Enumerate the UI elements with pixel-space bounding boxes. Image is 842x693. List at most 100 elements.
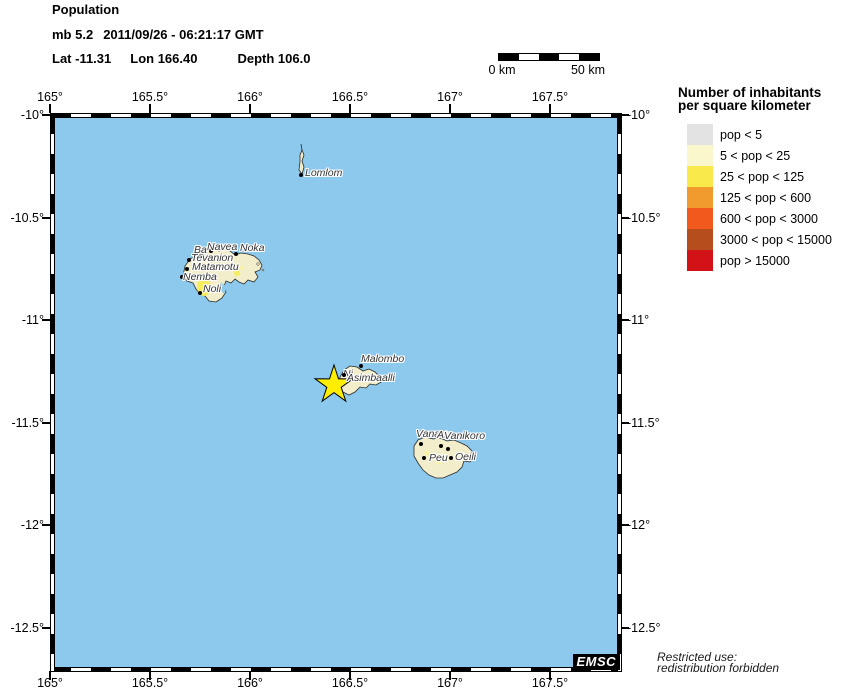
lon-tick-mark-top: [549, 104, 551, 113]
place-label-ata: Ata: [437, 429, 453, 441]
legend-item: pop < 5: [687, 124, 832, 145]
place-label-vanikoro: Vanikoro: [444, 430, 486, 442]
lon-tick-label-bottom: 167.5°: [531, 676, 569, 690]
lon-tick-label-bottom: 165.5°: [131, 676, 169, 690]
epicenter-star-icon: [313, 363, 355, 403]
place-label-vana: Vana: [416, 428, 441, 440]
lon-tick-label-top: 165°: [37, 90, 63, 104]
place-label-asimbaalli: Asimbaalli: [347, 372, 395, 384]
lon-tick-mark-bottom: [249, 671, 251, 680]
lat-tick-label-right: -10°: [627, 108, 651, 122]
lon-tick-label-bottom: 167°: [437, 676, 463, 690]
town-dot-noka: [234, 252, 238, 256]
lat-tick-label-left: -12°: [20, 518, 44, 532]
legend-swatch: [687, 166, 713, 187]
restricted-use-note: Restricted use: redistribution forbidden: [657, 651, 780, 675]
lat-tick-mark-left: [42, 422, 50, 424]
lon-tick-label-bottom: 165°: [37, 676, 63, 690]
lat-tick-mark-left: [42, 627, 50, 629]
lon-tick-label-top: 165.5°: [131, 90, 169, 104]
lon-tick-label-bottom: 166.5°: [331, 676, 369, 690]
town-dot-tevanion: [187, 258, 191, 262]
island-utupua: [338, 365, 382, 396]
place-label-lomlom: Lomlom: [305, 167, 343, 179]
lat-tick-mark-right: [621, 627, 629, 629]
lat-tick-label-left: -10.5°: [10, 211, 45, 225]
vanikoro-pop-patch2: [424, 450, 430, 456]
island-lomlom: [298, 148, 305, 175]
legend-item: 600 < pop < 3000: [687, 208, 832, 229]
lon-tick-mark-top: [449, 104, 451, 113]
legend-swatch: [687, 124, 713, 145]
lat-tick-mark-left: [42, 217, 50, 219]
town-dot-vanikoro: [439, 444, 443, 448]
place-label-ni: Ni: [343, 368, 353, 380]
lat-tick-mark-right: [621, 114, 629, 116]
town-dot-vana: [419, 442, 423, 446]
lat-tick-mark-left: [42, 114, 50, 116]
legend: pop < 5 5 < pop < 25 25 < pop < 125 125 < p…: [687, 124, 832, 271]
legend-title-line1: Number of inhabitants: [678, 85, 822, 100]
place-label-noli: Noli: [203, 283, 222, 295]
reef-islet: [261, 268, 265, 272]
map-frame-top: [50, 113, 622, 118]
town-dot-nemba: [180, 275, 184, 279]
legend-swatch: [687, 250, 713, 271]
nendo-pop-patch-e: [234, 270, 240, 276]
lat-tick-label-left: -11.5°: [11, 416, 44, 430]
legend-item-label: 25 < pop < 125: [720, 170, 805, 184]
place-label-peu: Peu: [429, 452, 448, 464]
legend-item-label: 600 < pop < 3000: [720, 212, 819, 226]
event-datetime: 2011/09/26 - 06:21:17 GMT: [103, 27, 264, 42]
event-latitude: Lat -11.31: [52, 51, 112, 66]
utupua-pop-patch: [354, 377, 360, 383]
lat-tick-mark-right: [621, 422, 629, 424]
place-label-navea: Navea: [207, 241, 238, 253]
place-label-oeili: Oeili: [455, 451, 477, 463]
town-dot-oeili: [449, 456, 453, 460]
town-dot-navea: [209, 249, 213, 253]
island-vanikoro: [413, 436, 475, 479]
lat-tick-label-right: -11°: [627, 313, 650, 327]
legend-item: 25 < pop < 125: [687, 166, 832, 187]
lat-tick-label-left: -10°: [20, 108, 44, 122]
lat-tick-mark-right: [621, 319, 629, 321]
place-label-tevanion: Tevanion: [191, 252, 234, 264]
legend-item: 5 < pop < 25: [687, 145, 832, 166]
page-title: Population: [52, 2, 120, 17]
legend-title-line2: per square kilometer: [678, 98, 811, 113]
town-dot-noli: [198, 291, 202, 295]
restricted-line2: redistribution forbidden: [657, 661, 780, 675]
place-label-nemba: Nemba: [183, 271, 217, 283]
lon-tick-mark-top: [49, 104, 51, 113]
lon-tick-mark-bottom: [49, 671, 51, 680]
legend-item: 125 < pop < 600: [687, 187, 832, 208]
legend-swatch: [687, 229, 713, 250]
legend-item: pop > 15000: [687, 250, 832, 271]
lon-tick-mark-bottom: [449, 671, 451, 680]
lat-tick-label-left: -12.5°: [10, 621, 45, 635]
lat-tick-label-right: -11.5°: [627, 416, 660, 430]
map-frame-right: [617, 113, 622, 672]
lon-tick-label-bottom: 166°: [237, 676, 263, 690]
place-label-matamotu: Matamotu: [192, 261, 239, 273]
lon-tick-mark-top: [349, 104, 351, 113]
legend-item-label: 5 < pop < 25: [720, 149, 791, 163]
lon-tick-label-top: 167.5°: [531, 90, 569, 104]
legend-swatch: [687, 145, 713, 166]
map-scale-bar: [498, 53, 600, 61]
lat-tick-mark-left: [42, 524, 50, 526]
legend-swatch: [687, 208, 713, 229]
event-depth: Depth 106.0: [237, 51, 311, 66]
legend-swatch: [687, 187, 713, 208]
lon-tick-mark-bottom: [349, 671, 351, 680]
town-dot-asimbaalli: [342, 373, 346, 377]
lat-tick-mark-right: [621, 524, 629, 526]
lon-tick-mark-top: [249, 104, 251, 113]
lon-tick-label-top: 166.5°: [331, 90, 369, 104]
lat-tick-label-right: -12.5°: [627, 621, 661, 635]
scale-bar-start-label: 0 km: [488, 63, 516, 77]
map-frame-left: [50, 113, 55, 672]
town-dot-lomlom: [299, 173, 303, 177]
